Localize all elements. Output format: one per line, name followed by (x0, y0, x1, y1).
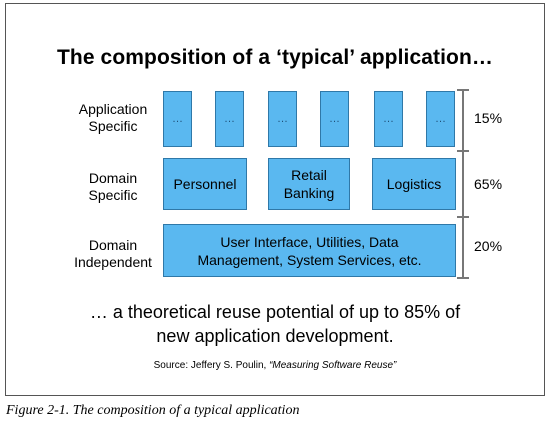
source-citation: Source: Jeffery S. Poulin, “Measuring So… (6, 360, 544, 371)
bracket-tick (457, 150, 469, 152)
bracket-tick (457, 216, 469, 218)
percent-application-specific: 15% (474, 110, 503, 126)
percent-domain-independent: 20% (474, 238, 503, 254)
app-specific-box: … (215, 91, 244, 147)
row-label-line: Specific (88, 187, 138, 203)
row-label-application-specific: Application Specific (58, 101, 168, 135)
domain-independent-box: User Interface, Utilities, Data Managemen… (163, 224, 456, 277)
figure-frame: The composition of a ‘typical’ applicati… (5, 3, 545, 396)
domain-box-retail-banking: Retail Banking (268, 158, 350, 210)
domain-box-logistics: Logistics (372, 158, 456, 210)
bracket-tick (457, 277, 469, 279)
footer-line: new application development. (156, 326, 394, 346)
footer-line: … a theoretical reuse potential of up to… (89, 302, 461, 322)
bracket-tick (457, 89, 469, 91)
row-label-line: Independent (74, 254, 152, 270)
ellipsis: … (383, 113, 394, 125)
row-label-line: Specific (88, 118, 138, 134)
row-label-line: Domain (88, 170, 138, 186)
percent-domain-specific: 65% (474, 176, 503, 192)
independent-box-line: Management, System Services, etc. (197, 251, 422, 268)
app-specific-box: … (268, 91, 297, 147)
row-label-line: Domain (88, 237, 138, 253)
app-specific-box: … (374, 91, 403, 147)
reuse-potential-text: … a theoretical reuse potential of up to… (6, 300, 544, 348)
figure-caption: Figure 2-1. The composition of a typical… (6, 403, 300, 418)
ellipsis: … (224, 113, 235, 125)
domain-box-line: Banking (283, 185, 335, 201)
source-work: “Measuring Software Reuse” (269, 360, 397, 371)
diagram-title: The composition of a ‘typical’ applicati… (56, 46, 494, 69)
ellipsis: … (277, 113, 288, 125)
domain-box-line: Logistics (386, 176, 442, 192)
ellipsis: … (329, 113, 340, 125)
independent-box-line: User Interface, Utilities, Data (220, 233, 399, 250)
ellipsis: … (435, 113, 446, 125)
row-label-line: Application (78, 101, 148, 117)
row-label-domain-independent: Domain Independent (58, 237, 168, 271)
domain-box-personnel: Personnel (163, 158, 247, 210)
domain-box-line: Personnel (173, 176, 237, 192)
percentage-bracket-line (462, 89, 464, 279)
app-specific-box: … (320, 91, 349, 147)
source-prefix: Source: Jeffery S. Poulin, (153, 360, 270, 371)
row-label-domain-specific: Domain Specific (58, 170, 168, 204)
domain-box-line: Retail (291, 167, 327, 183)
app-specific-box: … (426, 91, 455, 147)
app-specific-box: … (163, 91, 192, 147)
ellipsis: … (172, 113, 183, 125)
